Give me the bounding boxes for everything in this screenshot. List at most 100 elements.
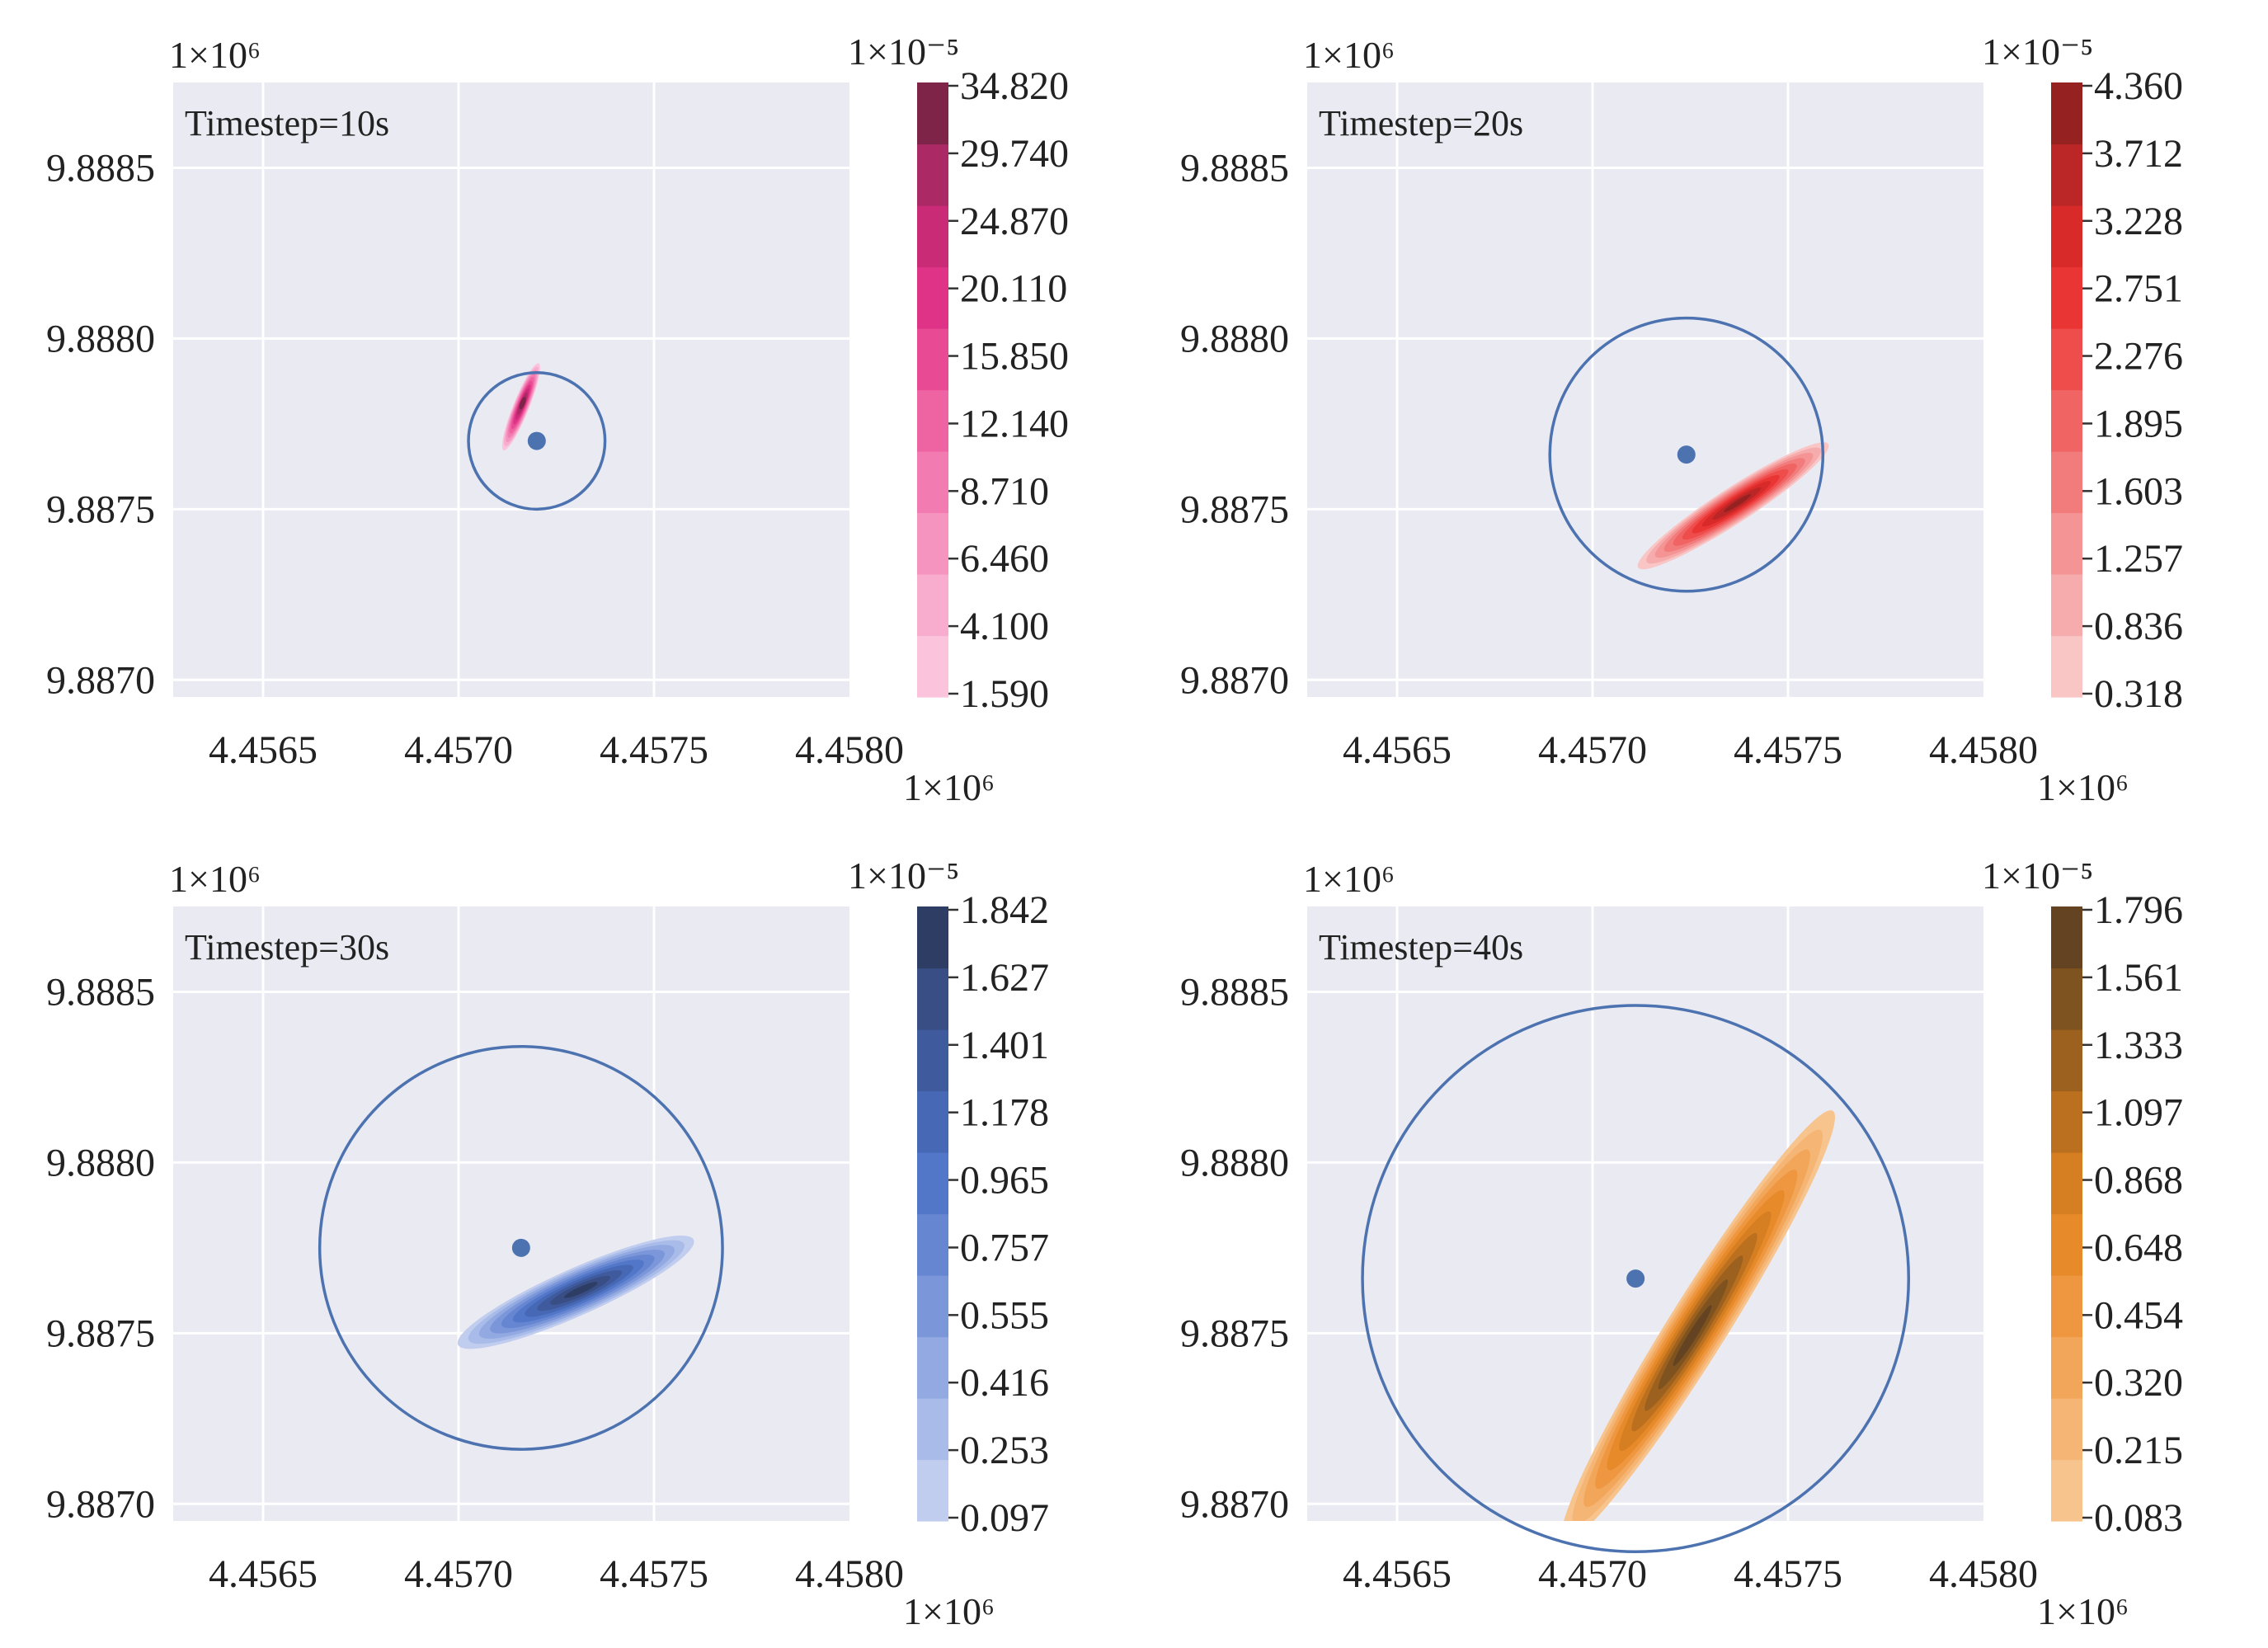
chart-panel-3: Timestep=30s 4.4565 4.4570 4.4575 4.4580 9.88…	[0, 824, 1134, 1648]
center-point	[1626, 1269, 1645, 1288]
chart-panel-4: Timestep=40s 4.4565 4.4570 4.4575 4.4580 9.88…	[1134, 824, 2268, 1648]
density-plume	[457, 1235, 694, 1349]
x-tick-label: 4.4580	[1929, 1552, 2038, 1596]
chart-svg: Timestep=30s 4.4565 4.4570 4.4575 4.4580 9.88…	[46, 855, 1049, 1632]
colorbar-scale-label: 1×10⁻⁵	[848, 855, 959, 897]
colorbar-tick-label: 1.401	[960, 1024, 1049, 1067]
colorbar-segment	[917, 1459, 948, 1522]
x-tick-label: 4.4570	[1538, 1552, 1647, 1596]
colorbar-tick-label: 8.710	[960, 469, 1049, 513]
colorbar-tick-label: 0.318	[2094, 672, 2183, 716]
y-tick-label: 9.8885	[46, 146, 155, 190]
colorbar-tick-label: 6.460	[960, 537, 1049, 581]
density-plume	[1637, 442, 1829, 570]
chart-svg: Timestep=20s 4.4565 4.4570 4.4575 4.4580 9.88…	[1180, 31, 2183, 808]
colorbar-segment	[2051, 328, 2082, 391]
colorbar-tick-label: 1.627	[960, 956, 1049, 1000]
range-circle	[1548, 316, 1825, 593]
colorbar-segment	[917, 1336, 948, 1399]
contour-level	[1724, 494, 1751, 512]
y-tick-label: 9.8875	[46, 1311, 155, 1355]
range-circle	[467, 371, 607, 511]
colorbar-segment	[917, 328, 948, 391]
x-scale-label: 1×10⁶	[903, 766, 995, 808]
plot-background	[173, 82, 849, 697]
timestep-annotation: Timestep=30s	[185, 927, 389, 968]
colorbar-segment	[917, 1029, 948, 1092]
y-tick-label: 9.8880	[1180, 317, 1289, 360]
contour-level	[519, 397, 526, 410]
y-tick-label: 9.8870	[46, 658, 155, 702]
colorbar-tick-label: 0.555	[960, 1293, 1049, 1337]
colorbar-tick-label: 1.097	[2094, 1091, 2183, 1135]
colorbar-segment	[917, 144, 948, 206]
plot-background	[173, 906, 849, 1521]
colorbar-segment	[917, 1398, 948, 1461]
x-scale-label: 1×10⁶	[903, 1590, 995, 1632]
colorbar-tick-label: 34.820	[960, 64, 1069, 108]
colorbar-tick-label: 1.603	[2094, 469, 2183, 513]
colorbar-tick-label: 1.257	[2094, 537, 2183, 581]
x-scale-label: 1×10⁶	[2037, 766, 2129, 808]
timestep-annotation: Timestep=10s	[185, 103, 389, 144]
colorbar-tick-label: 1.895	[2094, 402, 2183, 445]
colorbar-tick-label: 1.796	[2094, 888, 2183, 932]
colorbar-tick-label: 4.360	[2094, 64, 2183, 108]
colorbar-segment	[2051, 451, 2082, 514]
x-tick-label: 4.4575	[1734, 728, 1842, 772]
y-scale-label: 1×10⁶	[1303, 34, 1395, 76]
colorbar-tick-label: 2.751	[2094, 267, 2183, 311]
colorbar-tick-label: 20.110	[960, 267, 1067, 311]
x-tick-label: 4.4580	[795, 728, 904, 772]
center-point	[527, 431, 546, 450]
chart-svg: Timestep=40s 4.4565 4.4570 4.4575 4.4580 9.88…	[1180, 855, 2183, 1632]
x-tick-label: 4.4570	[404, 1552, 513, 1596]
colorbar-scale-label: 1×10⁻⁵	[1982, 855, 2093, 897]
center-point	[511, 1238, 530, 1257]
colorbar-segment	[917, 451, 948, 514]
colorbar-tick-label: 12.140	[960, 402, 1069, 445]
chart-panel-2: Timestep=20s 4.4565 4.4570 4.4575 4.4580 9.88…	[1134, 0, 2268, 824]
colorbar-segment	[917, 512, 948, 575]
y-tick-label: 9.8875	[46, 487, 155, 531]
colorbar-tick-label: 0.416	[960, 1361, 1049, 1405]
x-tick-label: 4.4575	[600, 1552, 708, 1596]
colorbar-tick-label: 15.850	[960, 335, 1069, 379]
colorbar-segment	[917, 389, 948, 452]
y-tick-label: 9.8880	[1180, 1141, 1289, 1184]
colorbar-scale-label: 1×10⁻⁵	[1982, 31, 2093, 73]
colorbar-segment	[917, 1275, 948, 1338]
x-tick-label: 4.4575	[600, 728, 708, 772]
colorbar-tick-label: 4.100	[960, 605, 1049, 648]
y-tick-label: 9.8870	[1180, 1482, 1289, 1526]
colorbar-segment	[2051, 574, 2082, 637]
timestep-annotation: Timestep=20s	[1319, 103, 1523, 144]
colorbar-tick-label: 1.590	[960, 672, 1049, 716]
colorbar-tick-label: 0.868	[2094, 1159, 2183, 1203]
colorbar-tick-label: 0.083	[2094, 1496, 2183, 1540]
colorbar-tick-label: 0.836	[2094, 605, 2183, 648]
y-tick-label: 9.8875	[1180, 1311, 1289, 1355]
colorbar-tick-label: 0.253	[960, 1429, 1049, 1472]
y-tick-label: 9.8885	[46, 970, 155, 1014]
colorbar-tick-label: 0.757	[960, 1226, 1049, 1269]
y-scale-label: 1×10⁶	[169, 34, 261, 76]
y-tick-label: 9.8885	[1180, 146, 1289, 190]
y-tick-label: 9.8880	[46, 1141, 155, 1184]
density-plume	[501, 363, 540, 451]
colorbar-segment	[2051, 1336, 2082, 1399]
colorbar-segment	[917, 1213, 948, 1276]
y-tick-label: 9.8885	[1180, 970, 1289, 1014]
density-plume	[1560, 1110, 1836, 1521]
colorbar-segment	[2051, 266, 2082, 329]
timestep-annotation: Timestep=40s	[1319, 927, 1523, 968]
colorbar-segment	[2051, 1152, 2082, 1215]
colorbar-tick-label: 1.333	[2094, 1024, 2183, 1067]
x-tick-label: 4.4575	[1734, 1552, 1842, 1596]
x-tick-label: 4.4570	[1538, 728, 1647, 772]
colorbar-segment	[917, 1090, 948, 1153]
colorbar-segment	[2051, 144, 2082, 206]
colorbar-tick-label: 29.740	[960, 132, 1069, 176]
colorbar-scale-label: 1×10⁻⁵	[848, 31, 959, 73]
colorbar-segment	[2051, 205, 2082, 268]
